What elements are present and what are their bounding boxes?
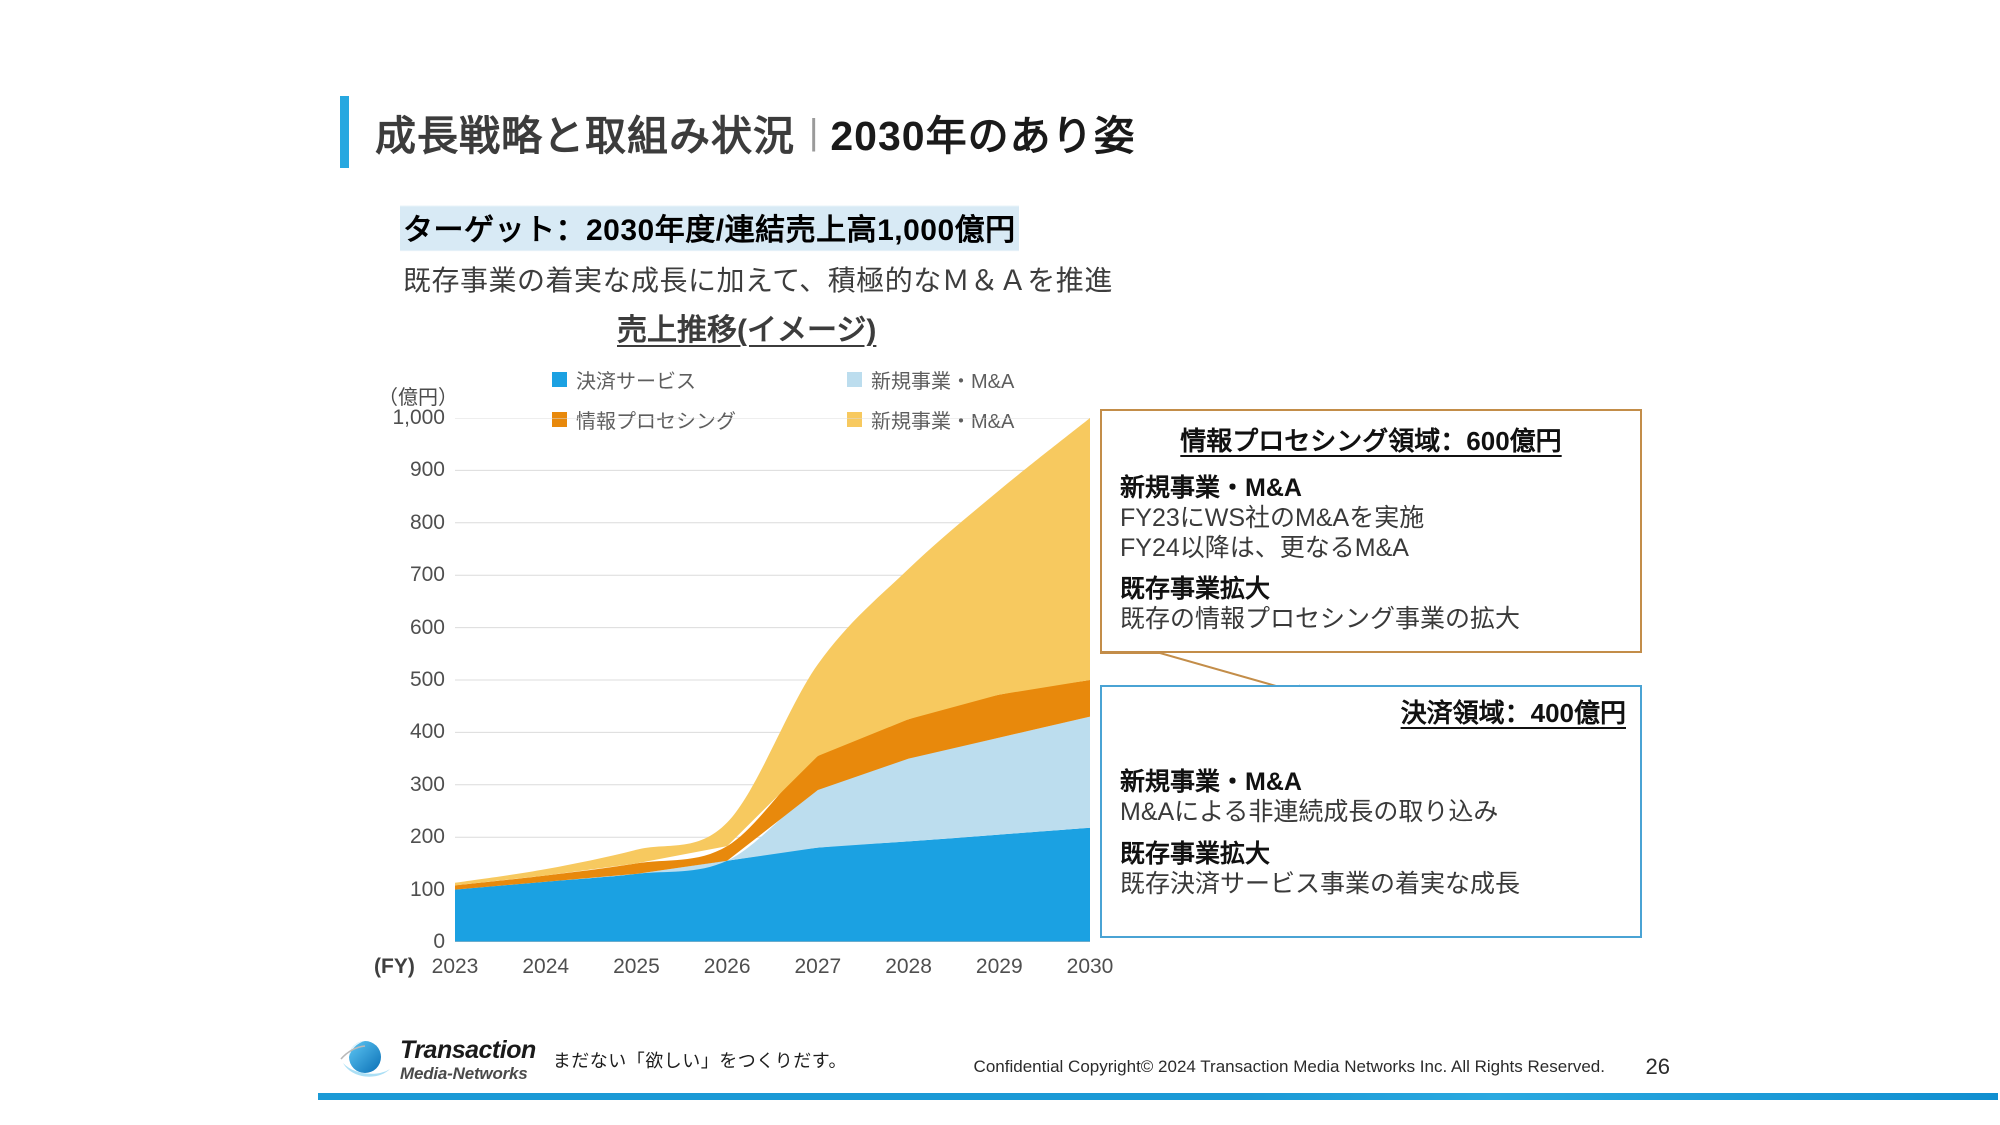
footer-tagline: まだない「欲しい」をつくりだす。	[552, 1051, 847, 1071]
callout-payment-sub1: 新規事業・M&A	[1120, 768, 1302, 796]
legend-swatch-icon-1	[847, 372, 862, 387]
page-title: 成長戦略と取組み状況 | 2030年のあり姿	[340, 96, 1136, 168]
y-axis-tick-label: 300	[409, 772, 445, 796]
logo-wordmark: Transaction Media-Networks	[400, 1036, 536, 1083]
callout-payment: 決済領域：400億円 新規事業・M&A M&Aによる非連続成長の取り込み 既存事…	[1100, 685, 1642, 938]
y-axis-tick-label: 600	[409, 615, 445, 639]
y-axis-tick-label: 200	[409, 825, 445, 849]
callout-processing-line3: 既存の情報プロセシング事業の拡大	[1120, 605, 1521, 633]
legend-swatch-icon-3	[847, 412, 862, 427]
y-axis-unit-label: （億円）	[378, 387, 458, 409]
globe-logo-svg	[340, 1041, 390, 1077]
x-axis-tick-label: 2023	[431, 955, 479, 978]
page-title-divider: |	[809, 111, 819, 152]
callout-processing-heading: 情報プロセシング領域：600億円	[1180, 426, 1562, 456]
legend-label-3: 新規事業・M&A	[871, 411, 1015, 433]
logo-line1: Transaction	[400, 1036, 536, 1064]
legend-swatch-icon-2	[552, 412, 567, 427]
callout-payment-line2: 既存決済サービス事業の着実な成長	[1120, 869, 1521, 898]
footer-copyright: Confidential Copyright© 2024 Transaction…	[973, 1057, 1605, 1076]
callout-processing-sub2: 既存事業拡大	[1120, 575, 1271, 603]
globe-logo-icon	[338, 1037, 394, 1083]
callout-payment-sub2: 既存事業拡大	[1120, 839, 1271, 868]
x-axis-tick-label: 2030	[1066, 955, 1114, 978]
x-axis-tick-label: 2026	[703, 955, 751, 978]
target-block: ターゲット：2030年度/連結売上高1,000億円 既存事業の着実な成長に加えて…	[400, 203, 1113, 299]
area-series	[455, 716, 1090, 890]
y-axis-tick-label: 500	[409, 668, 445, 691]
page-title-sub: 2030年のあり姿	[830, 113, 1136, 159]
target-headline: ターゲット：2030年度/連結売上高1,000億円	[400, 203, 1019, 252]
area-series	[455, 418, 1090, 886]
page-number: 26	[1645, 1054, 1670, 1079]
callout-processing-line2: FY24以降は、更なるM&A	[1120, 533, 1409, 562]
x-axis-tick-label: 2028	[885, 955, 932, 978]
y-axis-tick-label: 400	[409, 720, 445, 744]
target-description: 既存事業の着実な成長に加えて、積極的なＭ＆Ａを推進	[403, 265, 1113, 296]
x-axis-tick-label: 2024	[522, 955, 570, 978]
chart-legend: 決済サービス 新規事業・M&A 情報プロセシング 新規事業・M&A	[552, 365, 1014, 434]
x-axis-unit-label: (FY)	[374, 955, 415, 978]
y-axis-tick-label: 800	[409, 510, 445, 534]
callout-processing: 情報プロセシング領域：600億円 新規事業・M&A FY23にWS社のM&Aを実…	[1100, 409, 1642, 653]
area-series	[455, 680, 1090, 890]
legend-item-0: 決済サービス	[552, 365, 847, 394]
y-axis-tick-label: 1,000	[392, 406, 445, 429]
y-axis-tick-label: 700	[409, 563, 445, 587]
logo-line2: Media-Networks	[400, 1064, 528, 1083]
sales-trend-area-chart	[455, 418, 1090, 942]
y-axis-tick-label: 900	[409, 458, 445, 482]
company-logo: Transaction Media-Networks まだない「欲しい」をつくり…	[338, 1037, 847, 1083]
footer-accent-bar	[318, 1093, 1998, 1100]
area-series	[455, 827, 1090, 942]
x-axis-tick-label: 2027	[794, 955, 842, 978]
legend-item-1: 新規事業・M&A	[847, 365, 1014, 394]
y-axis-tick-label: 0	[433, 930, 445, 953]
callout-processing-sub1: 新規事業・M&A	[1120, 474, 1302, 502]
legend-item-3: 新規事業・M&A	[847, 405, 1014, 434]
legend-label-0: 決済サービス	[576, 371, 696, 393]
callout-processing-line1: FY23にWS社のM&Aを実施	[1120, 504, 1425, 532]
legend-label-1: 新規事業・M&A	[871, 371, 1015, 393]
legend-item-2: 情報プロセシング	[552, 405, 847, 434]
callout-payment-heading: 決済領域：400億円	[1400, 698, 1626, 728]
callout-payment-body: 新規事業・M&A M&Aによる非連続成長の取り込み 既存事業拡大 既存決済サービ…	[1102, 730, 1640, 899]
y-axis-tick-label: 100	[409, 877, 445, 901]
legend-swatch-icon-0	[552, 372, 567, 387]
page-title-main: 成長戦略と取組み状況	[375, 113, 795, 159]
chart-title: 売上推移(イメージ)	[617, 314, 877, 347]
title-accent-bar	[340, 96, 349, 168]
callout-payment-line1: M&Aによる非連続成長の取り込み	[1120, 798, 1499, 826]
legend-label-2: 情報プロセシング	[576, 411, 736, 433]
x-axis-tick-label: 2025	[613, 955, 660, 978]
x-axis-tick-label: 2029	[975, 955, 1023, 978]
callout-processing-body: 新規事業・M&A FY23にWS社のM&Aを実施 FY24以降は、更なるM&A …	[1102, 458, 1640, 635]
chart-svg	[455, 418, 1090, 942]
